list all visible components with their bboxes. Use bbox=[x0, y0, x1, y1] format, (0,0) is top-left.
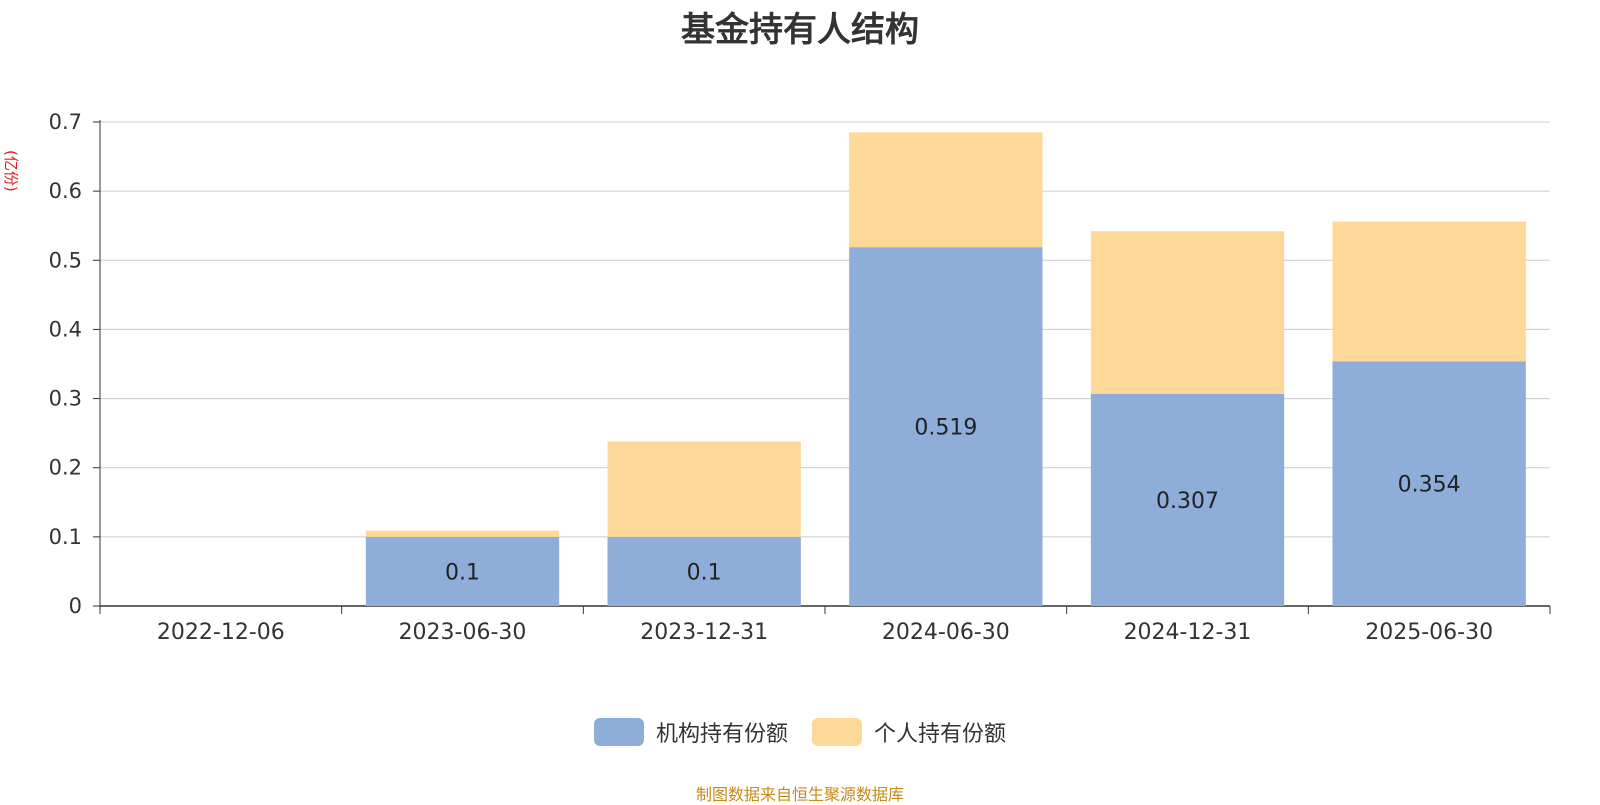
bar-value-label: 0.1 bbox=[687, 560, 722, 585]
bar-value-label: 0.1 bbox=[445, 560, 480, 585]
bar-chart: 0 0.1 0.2 0.3 0.4 0.5 0.6 0.7 2022-12-06 2023-06-… bbox=[49, 110, 1551, 645]
x-tick-label: 2024-06-30 bbox=[882, 620, 1010, 645]
bar-institutional bbox=[1090, 393, 1285, 606]
bar-individual bbox=[1090, 231, 1285, 394]
y-tick-label: 0.4 bbox=[49, 317, 82, 341]
y-tick-label: 0.5 bbox=[49, 248, 82, 272]
legend-item-individual[interactable]: 个人持有份额 bbox=[812, 716, 1006, 748]
legend-item-institutional[interactable]: 机构持有份额 bbox=[593, 716, 788, 748]
legend-label-institutional: 机构持有份额 bbox=[655, 722, 788, 747]
bar-value-label: 0.307 bbox=[1156, 489, 1219, 514]
y-tick-label: 0.2 bbox=[49, 456, 82, 480]
x-tick-label: 2024-12-31 bbox=[1124, 620, 1252, 645]
x-tick-label: 2023-12-31 bbox=[640, 620, 768, 645]
bar-institutional bbox=[365, 536, 560, 606]
bar-institutional bbox=[607, 536, 801, 606]
bar-individual bbox=[365, 530, 560, 537]
legend: 机构持有份额 个人持有份额 bbox=[0, 716, 1600, 748]
y-tick-label: 0 bbox=[69, 594, 82, 618]
y-tick-label: 0.6 bbox=[49, 179, 82, 203]
legend-swatch-individual bbox=[812, 718, 862, 746]
legend-swatch-institutional bbox=[593, 718, 644, 746]
bar-value-label: 0.519 bbox=[914, 416, 977, 441]
bar-institutional bbox=[1332, 361, 1526, 606]
y-tick-label: 0.1 bbox=[49, 525, 82, 549]
bar-individual bbox=[849, 132, 1043, 248]
chart-title: 基金持有人结构 bbox=[681, 10, 919, 50]
bar-individual bbox=[607, 441, 801, 537]
x-tick-label: 2025-06-30 bbox=[1365, 620, 1493, 645]
x-tick-label: 2023-06-30 bbox=[399, 620, 527, 645]
source-note: 制图数据来自恒生聚源数据库 bbox=[695, 785, 904, 804]
y-tick-label: 0.7 bbox=[49, 110, 82, 134]
bar-value-label: 0.354 bbox=[1398, 473, 1461, 498]
bar-institutional bbox=[849, 247, 1043, 607]
legend-label-individual: 个人持有份额 bbox=[874, 722, 1007, 747]
x-tick-label: 2022-12-06 bbox=[157, 620, 285, 645]
bar-individual bbox=[1332, 221, 1526, 362]
y-tick-label: 0.3 bbox=[49, 387, 82, 411]
